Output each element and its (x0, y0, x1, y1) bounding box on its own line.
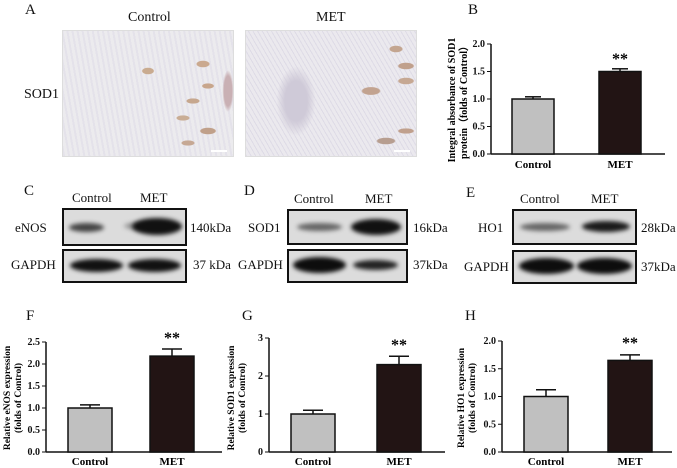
bars-b: ** (511, 51, 642, 155)
blot-c-row-1: eNOS (15, 220, 47, 235)
blot-e-col-control: Control (520, 191, 560, 206)
chart-b: 0.0 0.5 1.0 1.5 2.0 ** Control MET Integ… (447, 38, 665, 170)
svg-text:2.0: 2.0 (28, 359, 41, 370)
blot-d-row-2: GAPDH (238, 257, 283, 272)
blot-c-col-control: Control (72, 190, 112, 205)
blot-c-gapdh (62, 249, 187, 283)
blot-e-size-2: 37kDa (641, 259, 676, 274)
blot-d-col-met: MET (365, 191, 393, 206)
svg-text:2.5: 2.5 (28, 337, 41, 348)
svg-text:Integral absorbance of SOD1: Integral absorbance of SOD1 (447, 38, 458, 163)
blot-d-row-1: SOD1 (248, 220, 281, 235)
panel-label-c: C (24, 183, 35, 199)
blot-c-enos (62, 208, 187, 246)
svg-text:Control: Control (72, 456, 108, 468)
panel-label-d: D (244, 183, 255, 199)
chart-f: 0.0 0.5 1.0 1.5 2.0 2.5 ** Control MET R… (3, 330, 222, 468)
svg-text:protein（folds of Control）: protein（folds of Control） (457, 41, 470, 159)
bar-met (598, 70, 642, 155)
svg-text:0: 0 (258, 447, 263, 458)
chart-g: 0 1 2 3 ** Control MET Relative SOD1 exp… (227, 333, 445, 468)
svg-text:MET: MET (159, 456, 185, 468)
svg-text:Relative SOD1 expression: Relative SOD1 expression (227, 345, 237, 451)
svg-text:**: ** (164, 330, 180, 347)
blot-d-gapdh (287, 249, 408, 283)
blot-c-row-2: GAPDH (11, 257, 56, 272)
svg-text:Relative HO1 expression: Relative HO1 expression (457, 347, 467, 448)
micrograph-control (62, 30, 234, 157)
svg-text:1.0: 1.0 (473, 94, 486, 105)
svg-text:2.0: 2.0 (484, 336, 497, 347)
significance-b: ** (612, 51, 628, 68)
svg-text:1.0: 1.0 (484, 392, 497, 403)
blot-e-col-met: MET (591, 191, 619, 206)
svg-text:Control: Control (295, 456, 331, 468)
blot-c-size-2: 37 kDa (193, 257, 231, 272)
svg-text:2: 2 (258, 371, 263, 382)
panel-label-a: A (25, 2, 36, 18)
blot-e-row-2: GAPDH (464, 259, 509, 274)
micrograph-met (245, 30, 417, 157)
svg-text:2.0: 2.0 (473, 39, 486, 50)
svg-text:0.0: 0.0 (28, 447, 41, 458)
blot-d-size-1: 16kDa (413, 220, 448, 235)
svg-text:**: ** (622, 335, 638, 352)
micro-col-met: MET (316, 10, 346, 25)
svg-text:0.5: 0.5 (484, 419, 497, 430)
svg-text:(folds of Control): (folds of Control) (13, 363, 24, 433)
svg-text:Control: Control (515, 159, 551, 170)
panel-label-b: B (468, 2, 479, 18)
blot-d-col-control: Control (294, 191, 334, 206)
svg-text:Relative eNOS expression: Relative eNOS expression (3, 345, 13, 450)
svg-text:1: 1 (258, 409, 263, 420)
blot-c-col-met: MET (140, 190, 168, 205)
blot-e-ho1 (512, 209, 637, 245)
svg-text:1.0: 1.0 (28, 403, 41, 414)
blot-e-gapdh (512, 250, 637, 284)
svg-text:0.5: 0.5 (28, 425, 41, 436)
blot-e-row-1: HO1 (478, 220, 504, 235)
bar-control (511, 98, 555, 155)
svg-text:3: 3 (258, 333, 263, 344)
blot-c-size-1: 140kDa (190, 220, 232, 235)
svg-text:1.5: 1.5 (473, 67, 486, 78)
svg-text:1.5: 1.5 (484, 364, 497, 375)
micro-col-control: Control (128, 10, 171, 25)
svg-text:MET: MET (607, 159, 633, 170)
svg-text:0.5: 0.5 (473, 122, 486, 133)
svg-text:1.5: 1.5 (28, 381, 41, 392)
blot-d-size-2: 37kDa (413, 257, 448, 272)
panel-label-g: G (242, 308, 253, 324)
svg-text:(folds of Control): (folds of Control) (237, 363, 248, 433)
panel-label-e: E (466, 185, 476, 201)
svg-text:0.0: 0.0 (484, 447, 497, 458)
svg-text:**: ** (391, 337, 407, 354)
micro-row-sod1: SOD1 (24, 87, 60, 102)
chart-h: 0.0 0.5 1.0 1.5 2.0 ** Control MET Relat… (457, 335, 672, 468)
svg-text:Control: Control (528, 456, 564, 468)
blot-d-sod1 (287, 209, 408, 245)
svg-text:(folds of Control): (folds of Control) (467, 363, 478, 433)
panel-label-h: H (465, 308, 476, 324)
svg-text:MET: MET (386, 456, 412, 468)
blot-e-size-1: 28kDa (641, 220, 676, 235)
panel-label-f: F (26, 308, 35, 324)
svg-text:0.0: 0.0 (473, 149, 486, 160)
svg-text:MET: MET (617, 456, 643, 468)
